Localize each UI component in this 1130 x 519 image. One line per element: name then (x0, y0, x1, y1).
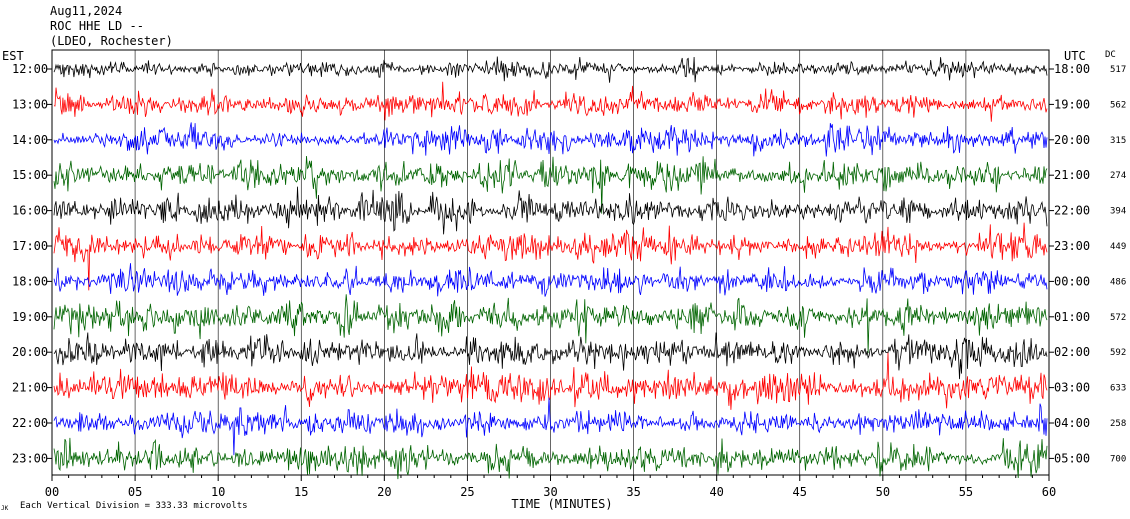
utc-time-label: 18:00 (1054, 62, 1090, 76)
x-tick-label: 15 (294, 485, 308, 499)
utc-time-label: 02:00 (1054, 345, 1090, 359)
est-time-label: 20:00 (12, 345, 48, 359)
x-tick-label: 20 (377, 485, 391, 499)
trace-line (53, 294, 1048, 354)
left-axis-label: EST (2, 49, 24, 63)
x-tick-label: 45 (793, 485, 807, 499)
header-network: (LDEO, Rochester) (50, 34, 173, 48)
est-time-label: 21:00 (12, 381, 48, 395)
dc-value-label: 517 (1110, 65, 1126, 75)
est-time-label: 22:00 (12, 416, 48, 430)
dc-value-label: 274 (1110, 171, 1126, 181)
est-time-label: 15:00 (12, 168, 48, 182)
x-tick-label: 05 (128, 485, 142, 499)
header-date: Aug11,2024 (50, 4, 122, 18)
trace-line (53, 122, 1048, 157)
trace-line (53, 155, 1048, 214)
utc-time-label: 00:00 (1054, 274, 1090, 288)
est-time-label: 19:00 (12, 310, 48, 324)
grid-lines (51, 50, 1050, 475)
utc-time-label: 05:00 (1054, 451, 1090, 465)
x-tick-label: 60 (1042, 485, 1056, 499)
trace-line (53, 81, 1048, 122)
dc-value-label: 633 (1110, 384, 1126, 394)
trace-group (53, 56, 1048, 480)
trace-line (53, 186, 1048, 235)
utc-time-label: 22:00 (1054, 204, 1090, 218)
trace-line (53, 332, 1048, 380)
utc-time-label: 04:00 (1054, 416, 1090, 430)
x-axis-ticks: 00 05 10 15 20 25 30 35 40 45 50 55 60 (45, 475, 1056, 499)
est-time-label: 18:00 (12, 274, 48, 288)
right-axis-label: UTC (1064, 49, 1086, 63)
utc-time-label: 20:00 (1054, 133, 1090, 147)
dc-value-label: 700 (1110, 454, 1126, 464)
x-tick-label: 10 (211, 485, 225, 499)
utc-time-label: 23:00 (1054, 239, 1090, 253)
est-time-label: 12:00 (12, 62, 48, 76)
x-tick-label: 40 (709, 485, 723, 499)
est-time-label: 16:00 (12, 204, 48, 218)
dc-value-label: 394 (1110, 207, 1126, 217)
est-time-label: 14:00 (12, 133, 48, 147)
trace-line (53, 352, 1048, 410)
trace-line (53, 222, 1048, 291)
dc-value-label: 258 (1110, 419, 1126, 429)
dc-label: DC (1105, 50, 1116, 60)
utc-time-label: 21:00 (1054, 168, 1090, 182)
x-tick-label: 00 (45, 485, 59, 499)
x-tick-label: 35 (626, 485, 640, 499)
x-tick-label: 25 (460, 485, 474, 499)
scale-note: Each Vertical Division = 333.33 microvol… (20, 501, 248, 511)
corner-mark: JK (1, 505, 9, 512)
dc-value-label: 449 (1110, 242, 1126, 252)
est-time-label: 17:00 (12, 239, 48, 253)
x-tick-label: 55 (959, 485, 973, 499)
x-tick-label: 50 (876, 485, 890, 499)
utc-time-label: 01:00 (1054, 310, 1090, 324)
trace-line (53, 397, 1048, 456)
utc-time-label: 03:00 (1054, 381, 1090, 395)
x-tick-label: 30 (543, 485, 557, 499)
trace-line (53, 56, 1048, 83)
row-labels: 12:00 18:00 517 13:00 19:00 562 14:00 20:00 315 1… (12, 62, 1126, 465)
dc-value-label: 572 (1110, 313, 1126, 323)
est-time-label: 23:00 (12, 451, 48, 465)
utc-time-label: 19:00 (1054, 97, 1090, 111)
x-axis-label: TIME (MINUTES) (511, 497, 612, 511)
trace-line (53, 437, 1048, 480)
header-station: ROC HHE LD -- (50, 19, 144, 33)
est-time-label: 13:00 (12, 97, 48, 111)
trace-line (53, 263, 1048, 297)
dc-value-label: 315 (1110, 136, 1126, 146)
dc-value-label: 562 (1110, 100, 1126, 110)
dc-value-label: 592 (1110, 348, 1126, 358)
dc-value-label: 486 (1110, 277, 1126, 287)
